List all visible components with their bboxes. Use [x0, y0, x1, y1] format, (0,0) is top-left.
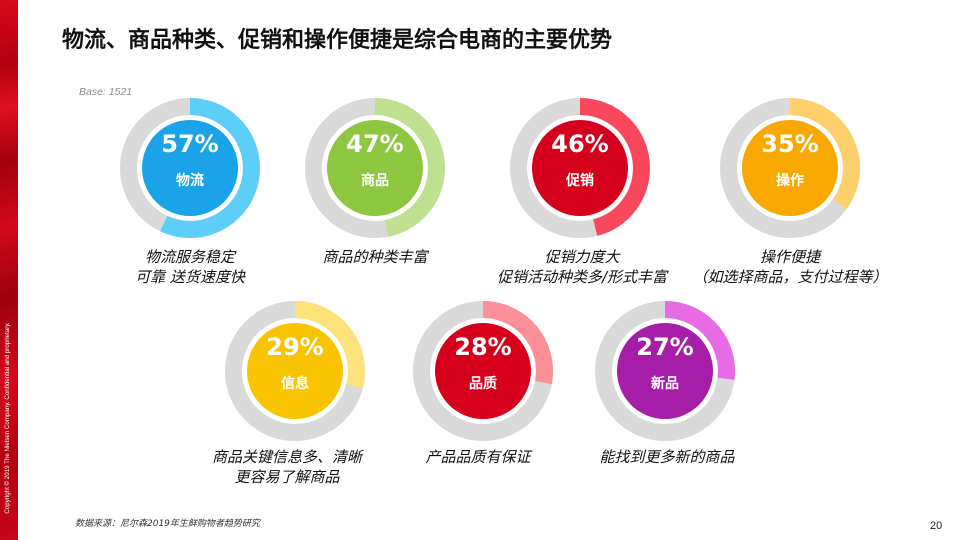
donut-category: 促销	[566, 173, 594, 189]
page-title: 物流、商品种类、促销和操作便捷是综合电商的主要优势	[62, 28, 613, 53]
donut-logistics: 57% 物流	[120, 98, 260, 238]
desc-line: 能找到更多新的商品	[599, 448, 735, 466]
desc-line: 商品的种类丰富	[322, 248, 428, 266]
donut-quality: 28% 品质	[413, 301, 553, 441]
donut-percent: 46%	[551, 130, 609, 158]
donut-ring-icon	[120, 98, 260, 238]
desc-line: 商品关键信息多、清晰	[211, 448, 362, 466]
donut-category: 品质	[469, 376, 497, 392]
desc-line: 更容易了解商品	[234, 468, 340, 486]
donut-goods: 47% 商品	[305, 98, 445, 238]
donut-information: 29% 信息	[225, 301, 365, 441]
donut-operation: 35% 操作	[720, 98, 860, 238]
donut-percent: 35%	[761, 130, 819, 158]
base-size-label: Base: 1521	[79, 86, 133, 98]
donut-category: 新品	[651, 376, 679, 392]
donut-category: 信息	[281, 376, 309, 392]
donut-ring-icon	[595, 301, 735, 441]
desc-line: 可靠 送货速度快	[135, 268, 245, 286]
donut-percent: 29%	[266, 333, 324, 361]
desc-line: 促销活动种类多/形式丰富	[496, 268, 668, 286]
donut-category: 操作	[776, 173, 804, 189]
donut-ring-icon	[305, 98, 445, 238]
donut-ring-icon	[510, 98, 650, 238]
desc-line: 促销力度大	[544, 248, 620, 266]
desc-goods: 商品的种类丰富	[255, 247, 495, 267]
page-number: 20	[930, 520, 943, 532]
desc-promotion: 促销力度大 促销活动种类多/形式丰富	[462, 247, 702, 287]
desc-quality: 产品品质有保证	[358, 447, 598, 467]
donut-percent: 28%	[454, 333, 512, 361]
donut-category: 商品	[361, 173, 389, 189]
desc-line: （如选择商品，支付过程等）	[692, 268, 888, 286]
donut-percent: 27%	[636, 333, 694, 361]
desc-line: 物流服务稳定	[144, 248, 235, 266]
brand-side-band: Copyright © 2019 The Nielsen Company. Co…	[0, 0, 18, 540]
desc-operation: 操作便捷 （如选择商品，支付过程等）	[670, 247, 910, 287]
copyright-text: Copyright © 2019 The Nielsen Company. Co…	[4, 322, 11, 514]
donut-ring-icon	[720, 98, 860, 238]
donut-percent: 57%	[161, 130, 219, 158]
desc-information: 商品关键信息多、清晰 更容易了解商品	[167, 447, 407, 487]
donut-ring-icon	[413, 301, 553, 441]
desc-line: 产品品质有保证	[425, 448, 531, 466]
desc-new-products: 能找到更多新的商品	[547, 447, 787, 467]
desc-line: 操作便捷	[759, 248, 820, 266]
data-source-note: 数据来源：尼尔森2019年生鲜购物者趋势研究	[75, 519, 260, 529]
donut-promotion: 46% 促销	[510, 98, 650, 238]
desc-logistics: 物流服务稳定 可靠 送货速度快	[70, 247, 310, 287]
donut-percent: 47%	[346, 130, 404, 158]
donut-ring-icon	[225, 301, 365, 441]
donut-new-products: 27% 新品	[595, 301, 735, 441]
donut-category: 物流	[176, 173, 204, 189]
